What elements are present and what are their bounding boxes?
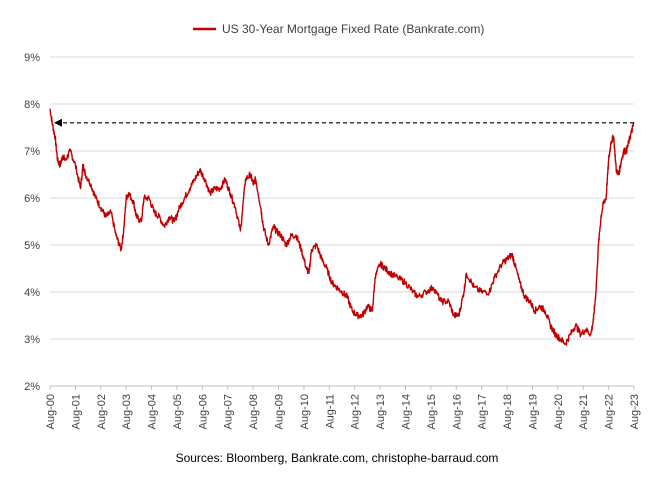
annotation bbox=[54, 118, 634, 127]
source-note: Sources: Bloomberg, Bankrate.com, christ… bbox=[176, 451, 499, 465]
legend-label: US 30-Year Mortgage Fixed Rate (Bankrate… bbox=[222, 22, 484, 36]
y-tick-label: 7% bbox=[24, 146, 40, 158]
x-tick-label: Aug-18 bbox=[502, 394, 514, 429]
x-tick-label: Aug-14 bbox=[400, 394, 412, 429]
x-tick-label: Aug-11 bbox=[324, 394, 336, 429]
x-tick-label: Aug-12 bbox=[350, 394, 362, 429]
x-tick-label: Aug-10 bbox=[299, 394, 311, 429]
x-tick-label: Aug-17 bbox=[477, 394, 489, 429]
x-tick-label: Aug-02 bbox=[96, 394, 108, 429]
series bbox=[49, 108, 635, 346]
x-axis: Aug-00 Aug-01 Aug-02 Aug-03 Aug-04 Aug-05 Aug-… bbox=[45, 386, 641, 429]
y-axis: 2% 3% 4% 5% 6% 7% 8% 9% bbox=[24, 52, 40, 393]
x-tick-label: Aug-21 bbox=[578, 394, 590, 429]
y-tick-label: 6% bbox=[24, 193, 40, 205]
series-line bbox=[49, 108, 635, 346]
x-tick-label: Aug-22 bbox=[604, 394, 616, 429]
y-tick-label: 9% bbox=[24, 52, 40, 64]
x-tick-label: Aug-01 bbox=[70, 394, 82, 429]
x-tick-label: Aug-13 bbox=[375, 394, 387, 429]
annotation-arrowhead bbox=[54, 118, 62, 127]
y-tick-label: 2% bbox=[24, 381, 40, 393]
x-tick-label: Aug-15 bbox=[426, 394, 438, 429]
x-tick-label: Aug-20 bbox=[553, 394, 565, 429]
y-tick-label: 4% bbox=[24, 287, 40, 299]
y-tick-label: 3% bbox=[24, 334, 40, 346]
x-tick-label: Aug-19 bbox=[527, 394, 539, 429]
x-tick-label: Aug-07 bbox=[223, 394, 235, 429]
x-tick-label: Aug-23 bbox=[629, 394, 641, 429]
x-tick-label: Aug-05 bbox=[172, 394, 184, 429]
x-tick-label: Aug-09 bbox=[274, 394, 286, 429]
x-tick-label: Aug-04 bbox=[147, 394, 159, 429]
x-tick-label: Aug-08 bbox=[248, 394, 260, 429]
x-tick-label: Aug-03 bbox=[121, 394, 133, 429]
y-tick-label: 8% bbox=[24, 99, 40, 111]
y-tick-label: 5% bbox=[24, 240, 40, 252]
legend: US 30-Year Mortgage Fixed Rate (Bankrate… bbox=[193, 22, 484, 36]
x-tick-label: Aug-16 bbox=[451, 394, 463, 429]
x-tick-label: Aug-06 bbox=[197, 394, 209, 429]
x-tick-label: Aug-00 bbox=[45, 394, 57, 429]
gridlines bbox=[50, 56, 634, 387]
